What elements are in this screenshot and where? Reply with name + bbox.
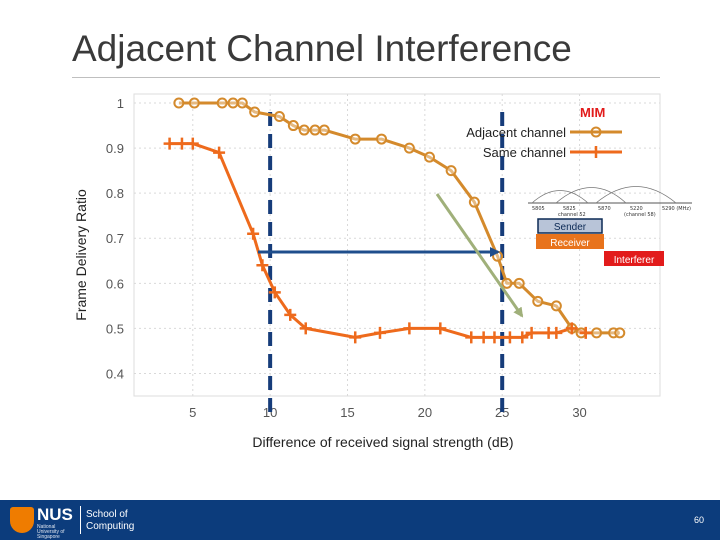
same-channel-point bbox=[565, 322, 578, 335]
same-channel-point bbox=[299, 322, 312, 335]
adjacent-channel-point bbox=[273, 111, 285, 123]
same-channel-point bbox=[284, 308, 297, 321]
adjacent-channel-point bbox=[249, 106, 261, 118]
adjacent-channel-point bbox=[173, 97, 185, 109]
y-tick-labels: 0.4 0.5 0.6 0.7 0.8 0.9 1 bbox=[106, 96, 124, 381]
adjacent-channel-point bbox=[309, 124, 321, 136]
interferer-label: Interferer bbox=[614, 255, 655, 266]
adjacent-channel-point bbox=[423, 151, 435, 163]
same-channel-point bbox=[186, 137, 199, 150]
adjacent-channel-point bbox=[403, 142, 415, 154]
adjacent-channel-point bbox=[216, 97, 228, 109]
x-tick-label: 15 bbox=[340, 405, 354, 420]
spectrum-channel-label-2: (channel 58) bbox=[624, 212, 656, 218]
footer-divider bbox=[80, 506, 81, 534]
legend-title: MIM bbox=[580, 105, 605, 120]
spectrum-label-5: 5290 (MHz) bbox=[662, 206, 691, 212]
x-tick-label: 5 bbox=[189, 405, 196, 420]
trend-arrow bbox=[435, 193, 524, 318]
adjacent-channel-point bbox=[445, 165, 457, 177]
nus-logo-text: NUS bbox=[37, 505, 73, 524]
sender-label: Sender bbox=[554, 222, 587, 233]
same-channel-point bbox=[268, 286, 281, 299]
same-channel-point bbox=[373, 326, 386, 339]
adjacent-channel-point bbox=[318, 124, 330, 136]
x-tick-label: 20 bbox=[418, 405, 432, 420]
x-tick-label: 10 bbox=[263, 405, 277, 420]
sender-box bbox=[537, 218, 603, 234]
x-tick-label: 25 bbox=[495, 405, 509, 420]
y-tick-label: 0.4 bbox=[106, 366, 124, 381]
x-axis-label: Difference of received signal strength (… bbox=[252, 434, 513, 450]
nus-logo-subtext: National University of Singapore bbox=[37, 524, 65, 540]
adjacent-channel-point bbox=[188, 97, 200, 109]
adjacent-channel-point bbox=[468, 196, 480, 208]
y-tick-label: 0.9 bbox=[106, 141, 124, 156]
x-tick-label: 30 bbox=[572, 405, 586, 420]
same-channel-point bbox=[434, 322, 447, 335]
dashed-reference-lines bbox=[268, 112, 505, 412]
series-markers bbox=[163, 97, 626, 344]
nus-crest-icon bbox=[10, 507, 34, 533]
same-channel-point bbox=[247, 227, 260, 240]
y-axis-label: Frame Delivery Ratio bbox=[73, 189, 89, 321]
same-channel-point bbox=[465, 331, 478, 344]
footer-bar: NUS National University of Singapore Sch… bbox=[0, 500, 720, 540]
spectrum-label-2: 5825 bbox=[563, 206, 576, 212]
spectrum-channel-label-1: channel 52 bbox=[558, 212, 586, 218]
same-channel-point bbox=[525, 326, 538, 339]
same-channel-point bbox=[516, 331, 529, 344]
spectrum-label-4: 5220 bbox=[630, 206, 643, 212]
adjacent-channel-point bbox=[614, 327, 626, 339]
x-tick-labels: 5 10 15 20 25 30 bbox=[189, 405, 587, 420]
same-channel-point bbox=[503, 331, 516, 344]
school-name-line-2: Computing bbox=[86, 521, 135, 532]
receiver-box bbox=[536, 234, 604, 249]
adjacent-channel-point bbox=[287, 120, 299, 132]
adjacent-channel-point bbox=[227, 97, 239, 109]
y-tick-label: 0.6 bbox=[106, 276, 124, 291]
legend-label-adjacent: Adjacent channel bbox=[466, 125, 566, 140]
school-name: School of Computing bbox=[86, 509, 134, 533]
same-channel-point bbox=[579, 326, 592, 339]
chart: 0.4 0.5 0.6 0.7 0.8 0.9 1 5 10 15 20 25 30 5805 582… bbox=[73, 93, 692, 450]
same-channel-point bbox=[477, 331, 490, 344]
page-number: 60 bbox=[693, 515, 704, 525]
same-channel-point bbox=[163, 137, 176, 150]
same-channel-point bbox=[256, 259, 269, 272]
adjacent-channel-point bbox=[550, 300, 562, 312]
same-channel-point bbox=[349, 331, 362, 344]
receiver-label: Receiver bbox=[550, 238, 590, 249]
same-channel-point bbox=[213, 146, 226, 159]
adjacent-channel-point bbox=[349, 133, 361, 145]
school-name-line-1: School of bbox=[86, 509, 128, 520]
slide-title: Adjacent Channel Interference bbox=[72, 28, 572, 69]
legend: MIM Adjacent channel Same channel bbox=[466, 105, 622, 160]
y-tick-label: 0.5 bbox=[106, 321, 124, 336]
y-tick-label: 0.8 bbox=[106, 186, 124, 201]
y-tick-label: 0.7 bbox=[106, 231, 124, 246]
spectrum-diagram: 5805 5825 5870 5220 5290 (MHz) channel 5… bbox=[528, 186, 692, 218]
legend-label-same: Same channel bbox=[483, 145, 566, 160]
legend-marker-adjacent bbox=[590, 126, 602, 138]
same-channel-point bbox=[403, 322, 416, 335]
same-channel-point bbox=[175, 137, 188, 150]
spectrum-label-3: 5870 bbox=[598, 206, 611, 212]
adjacent-channel-point bbox=[513, 277, 525, 289]
interferer-box bbox=[604, 251, 664, 266]
same-channel-point bbox=[488, 331, 501, 344]
adjacent-channel-point bbox=[591, 327, 603, 339]
adjacent-channel-point bbox=[376, 133, 388, 145]
adjacent-channel-point bbox=[501, 277, 513, 289]
spectrum-label-1: 5805 bbox=[532, 206, 545, 212]
nus-logo: NUS National University of Singapore bbox=[6, 504, 76, 540]
adjacent-channel-point bbox=[532, 295, 544, 307]
adjacent-channel-point bbox=[236, 97, 248, 109]
adjacent-channel-point bbox=[298, 124, 310, 136]
legend-marker-same bbox=[590, 146, 602, 158]
same-channel-point bbox=[550, 326, 563, 339]
title-divider bbox=[72, 77, 660, 78]
y-tick-label: 1 bbox=[117, 96, 124, 111]
